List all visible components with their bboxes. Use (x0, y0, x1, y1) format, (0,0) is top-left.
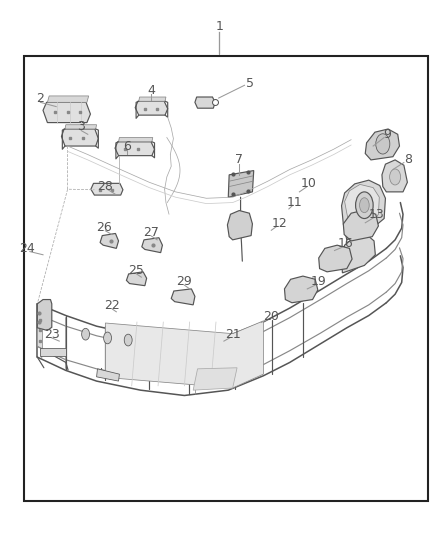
Polygon shape (194, 97, 215, 108)
Polygon shape (115, 142, 154, 156)
Ellipse shape (355, 192, 372, 219)
Ellipse shape (359, 198, 368, 213)
Ellipse shape (103, 332, 111, 344)
Text: 7: 7 (235, 154, 243, 166)
Polygon shape (341, 235, 374, 273)
Text: 29: 29 (176, 276, 192, 288)
Polygon shape (138, 97, 166, 101)
Text: 22: 22 (104, 300, 120, 312)
Polygon shape (344, 184, 378, 233)
Polygon shape (91, 183, 123, 195)
Polygon shape (228, 171, 253, 197)
Ellipse shape (375, 134, 389, 154)
Text: 26: 26 (96, 221, 112, 233)
Polygon shape (96, 369, 119, 381)
Polygon shape (193, 368, 237, 390)
Polygon shape (47, 96, 88, 102)
Text: 10: 10 (300, 177, 316, 190)
Bar (39, 348, 66, 356)
Polygon shape (43, 102, 90, 123)
Polygon shape (341, 180, 385, 240)
Ellipse shape (389, 169, 400, 185)
Polygon shape (171, 289, 194, 305)
Text: 3: 3 (77, 120, 85, 133)
Polygon shape (37, 312, 42, 349)
FancyBboxPatch shape (24, 56, 427, 501)
Polygon shape (126, 272, 146, 286)
Polygon shape (135, 101, 167, 115)
Text: 4: 4 (147, 84, 155, 96)
Text: 13: 13 (368, 208, 384, 221)
Polygon shape (118, 138, 152, 142)
Text: 1: 1 (215, 20, 223, 33)
Ellipse shape (81, 328, 89, 340)
Polygon shape (381, 160, 406, 192)
Polygon shape (141, 238, 162, 253)
Text: 25: 25 (128, 264, 144, 277)
Text: 28: 28 (97, 180, 113, 193)
Text: 8: 8 (403, 154, 411, 166)
Text: 6: 6 (123, 140, 131, 152)
Polygon shape (37, 300, 52, 330)
Polygon shape (364, 129, 399, 160)
Polygon shape (284, 276, 317, 303)
Polygon shape (61, 129, 98, 146)
Text: 12: 12 (271, 217, 287, 230)
Polygon shape (105, 321, 263, 388)
Text: 11: 11 (286, 196, 302, 208)
Text: 9: 9 (382, 128, 390, 141)
Text: 5: 5 (246, 77, 254, 90)
Text: 23: 23 (44, 328, 60, 341)
Text: 2: 2 (36, 92, 44, 105)
Text: 27: 27 (143, 227, 159, 239)
Polygon shape (100, 233, 118, 248)
Polygon shape (318, 245, 351, 272)
Text: 24: 24 (19, 242, 35, 255)
Polygon shape (227, 211, 252, 240)
Text: 21: 21 (224, 328, 240, 341)
Text: 19: 19 (310, 276, 325, 288)
Text: 16: 16 (337, 237, 353, 250)
Polygon shape (343, 210, 378, 241)
Ellipse shape (124, 334, 132, 346)
Text: 20: 20 (262, 310, 278, 322)
Polygon shape (65, 125, 96, 129)
